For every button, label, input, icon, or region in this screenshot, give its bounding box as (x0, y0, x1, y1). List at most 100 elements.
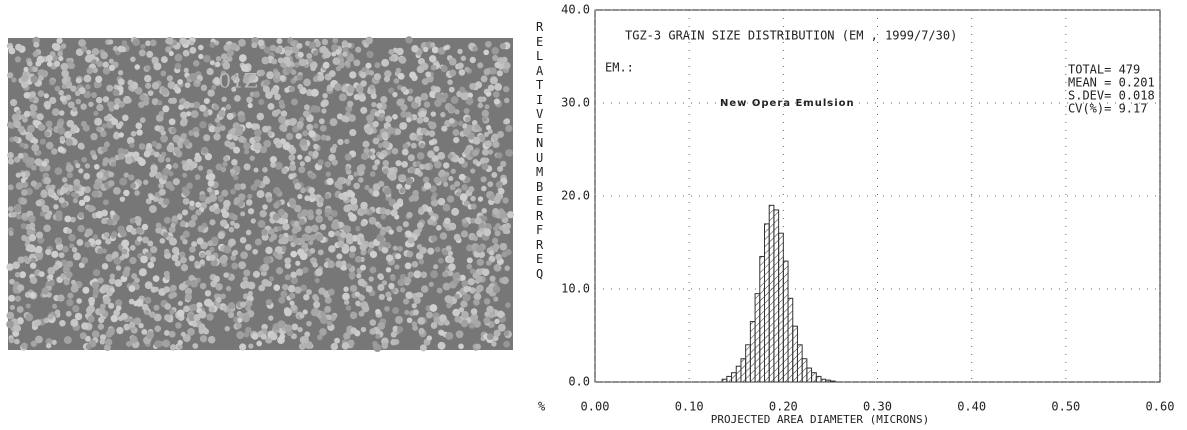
grain (505, 124, 513, 133)
grain (123, 189, 130, 197)
grain (162, 339, 171, 348)
grain (455, 330, 464, 339)
grain (7, 152, 14, 159)
grain (298, 343, 306, 350)
grain (348, 191, 356, 198)
grain (129, 142, 135, 148)
grain (360, 220, 367, 227)
grain (198, 53, 204, 60)
grain (68, 233, 76, 242)
grain (238, 312, 245, 319)
grain (324, 194, 330, 200)
stat: TOTAL= 479 (1068, 63, 1140, 77)
grain (132, 38, 141, 47)
grain (377, 142, 384, 149)
grain (270, 233, 278, 241)
grain (214, 126, 221, 134)
grain (459, 193, 468, 202)
grain (15, 172, 21, 178)
grain (367, 151, 373, 157)
grain (346, 42, 352, 48)
grain (499, 43, 506, 50)
grain (428, 121, 437, 130)
grain (381, 280, 388, 286)
grain (239, 301, 247, 308)
grain (251, 42, 258, 49)
grain (170, 97, 177, 104)
grain (407, 95, 414, 102)
grain (376, 102, 383, 109)
grain (411, 303, 417, 309)
grain (67, 292, 74, 299)
grain (438, 171, 444, 178)
grain (30, 257, 37, 264)
grain (381, 58, 390, 67)
grain (244, 243, 252, 251)
grain (95, 239, 102, 246)
grain (14, 295, 21, 302)
grain (67, 101, 75, 109)
grain (188, 204, 196, 211)
grain (206, 67, 214, 76)
grain (177, 344, 183, 350)
grain (503, 330, 510, 336)
grain (237, 317, 243, 323)
grain (334, 337, 341, 344)
grain (36, 113, 44, 121)
grain (247, 290, 253, 296)
grain (428, 139, 435, 146)
grain (29, 276, 38, 285)
grain (423, 116, 429, 123)
grain (506, 211, 514, 219)
grain (348, 271, 356, 279)
grain (119, 196, 126, 202)
grain (448, 117, 455, 124)
grain (381, 140, 390, 149)
grain (113, 186, 121, 195)
grain (406, 211, 413, 219)
grain (344, 138, 350, 145)
grain (14, 338, 20, 345)
grain (492, 207, 499, 215)
grain (290, 69, 297, 76)
grain (96, 103, 104, 112)
grain (56, 237, 62, 243)
grain (171, 127, 177, 133)
grain (399, 56, 407, 64)
grain (400, 110, 408, 118)
grain (395, 315, 404, 324)
grain (412, 309, 419, 316)
grain (230, 188, 236, 195)
grain (295, 260, 301, 266)
grain (197, 225, 205, 233)
grain (213, 275, 220, 283)
grain (99, 339, 106, 345)
grain (167, 81, 176, 90)
grain (263, 139, 272, 148)
grain (191, 214, 198, 222)
grain (389, 55, 395, 62)
grain (103, 141, 110, 148)
grain (341, 40, 349, 47)
grain (40, 189, 48, 196)
grain (263, 256, 272, 265)
grain (29, 292, 36, 299)
grain (473, 299, 480, 306)
grain (192, 343, 199, 349)
grain (481, 162, 489, 170)
grain (268, 315, 274, 321)
grain (289, 300, 295, 306)
grain (62, 245, 69, 253)
grain (253, 142, 262, 151)
grain (299, 313, 305, 319)
grain (295, 132, 302, 140)
grain (494, 230, 501, 237)
grain (161, 56, 168, 63)
grain (341, 85, 349, 93)
grain (51, 339, 57, 345)
grain (386, 126, 395, 135)
grain (139, 117, 146, 124)
x-tick-label: 0.10 (675, 400, 704, 414)
grain (147, 240, 154, 247)
grain (458, 307, 465, 313)
